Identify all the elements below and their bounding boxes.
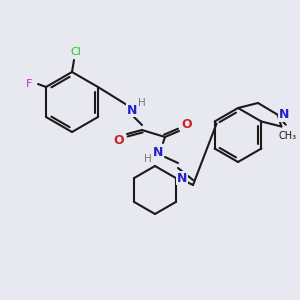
Text: CH₃: CH₃ <box>279 131 297 141</box>
Text: O: O <box>114 134 124 146</box>
Text: O: O <box>182 118 192 130</box>
Text: H: H <box>138 98 146 108</box>
Text: N: N <box>153 146 163 160</box>
Text: H: H <box>144 154 152 164</box>
Text: N: N <box>177 172 187 184</box>
Text: N: N <box>278 108 289 121</box>
Text: N: N <box>127 103 137 116</box>
Text: Cl: Cl <box>70 47 81 57</box>
Text: F: F <box>26 79 32 89</box>
